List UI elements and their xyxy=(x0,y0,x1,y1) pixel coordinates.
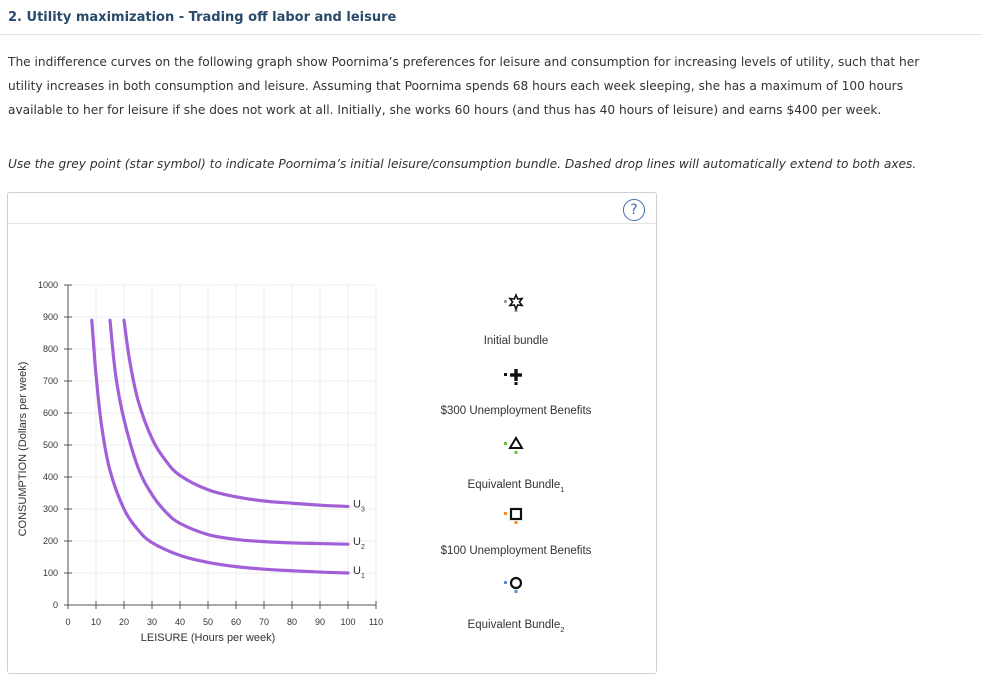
y-tick-label: 1000 xyxy=(38,280,58,290)
plus-icon xyxy=(504,369,522,385)
help-icon[interactable]: ? xyxy=(623,199,645,221)
palette-item[interactable]: $300 Unemployment Benefits xyxy=(441,369,592,417)
palette-handle-left xyxy=(504,512,507,515)
question-heading: 2. Utility maximization - Trading off la… xyxy=(8,10,397,25)
x-tick-label: 30 xyxy=(147,617,157,627)
square-shape xyxy=(509,507,523,521)
palette-handle-bottom xyxy=(514,382,518,385)
y-tick-label: 500 xyxy=(43,440,58,450)
star-shape xyxy=(508,292,524,312)
x-tick-label: 90 xyxy=(315,617,325,627)
x-tick-label: 60 xyxy=(231,617,241,627)
y-tick-label: 600 xyxy=(43,408,58,418)
palette-handle-bottom xyxy=(514,521,518,524)
square-icon xyxy=(504,507,523,524)
y-axis-label: CONSUMPTION (Dollars per week) xyxy=(17,362,29,537)
triangle-shape xyxy=(508,436,524,449)
curve-label-u3: U3 xyxy=(353,498,365,513)
x-tick-label: 70 xyxy=(259,617,269,627)
x-tick-label: 110 xyxy=(369,617,383,627)
chart-axes: 0 10 20 30 40 50 60 70 80 90 100 110 0 100 200 300 400 50… xyxy=(17,280,383,644)
y-tick-label: 0 xyxy=(53,600,58,610)
y-tick-label: 300 xyxy=(43,504,58,514)
palette-item[interactable]: Equivalent Bundle1 xyxy=(468,436,565,494)
y-tick-label: 100 xyxy=(43,568,58,578)
indifference-curve-u2 xyxy=(108,318,350,546)
palette-item[interactable]: Equivalent Bundle2 xyxy=(468,576,565,634)
y-tick-label: 400 xyxy=(43,472,58,482)
palette-handle-left xyxy=(504,300,507,303)
palette-item[interactable]: Initial bundle xyxy=(484,292,549,347)
x-tick-label: 0 xyxy=(65,617,70,627)
palette-item-label: $300 Unemployment Benefits xyxy=(441,405,592,417)
palette-item-label: $100 Unemployment Benefits xyxy=(441,545,592,557)
plus-horizontal xyxy=(510,373,522,377)
x-axis-label: LEISURE (Hours per week) xyxy=(141,632,276,644)
y-tick-label: 700 xyxy=(43,376,58,386)
palette-item-label: Equivalent Bundle2 xyxy=(468,619,565,634)
palette-handle-left xyxy=(504,373,507,376)
palette-handle-bottom xyxy=(514,451,518,454)
curve-label-u1: U1 xyxy=(353,565,365,580)
x-tick-label: 100 xyxy=(340,617,355,627)
y-tick-label: 900 xyxy=(43,312,58,322)
indifference-curves: U1 U2 U3 xyxy=(90,318,365,580)
curve-label-u2: U2 xyxy=(353,536,365,551)
point-palette[interactable]: Initial bundle $300 Unemployment Benefits… xyxy=(441,292,592,634)
triangle-icon xyxy=(504,436,524,454)
question-paragraph: The indifference curves on the following… xyxy=(8,55,920,117)
x-tick-label: 10 xyxy=(91,617,101,627)
indifference-curve-u1 xyxy=(90,318,350,575)
x-tick-label: 20 xyxy=(119,617,129,627)
palette-handle-left xyxy=(504,442,507,445)
x-tick-label: 40 xyxy=(175,617,185,627)
y-tick-label: 800 xyxy=(43,344,58,354)
palette-item-label: Equivalent Bundle1 xyxy=(468,479,565,494)
palette-handle-bottom xyxy=(514,590,518,593)
x-tick-label: 80 xyxy=(287,617,297,627)
x-tick-label: 50 xyxy=(203,617,213,627)
instruction-text: Use the grey point (star symbol) to indi… xyxy=(8,157,917,171)
circle-shape xyxy=(509,576,523,590)
indifference-curve-u3 xyxy=(122,318,350,509)
star-icon xyxy=(504,292,524,312)
palette-handle-left xyxy=(504,581,507,584)
panel-header-divider xyxy=(8,223,656,224)
y-tick-label: 200 xyxy=(43,536,58,546)
palette-item-label: Initial bundle xyxy=(484,335,549,347)
heading-divider xyxy=(0,34,982,35)
chart-grid xyxy=(68,284,377,605)
palette-item[interactable]: $100 Unemployment Benefits xyxy=(441,507,592,557)
circle-icon xyxy=(504,576,523,593)
